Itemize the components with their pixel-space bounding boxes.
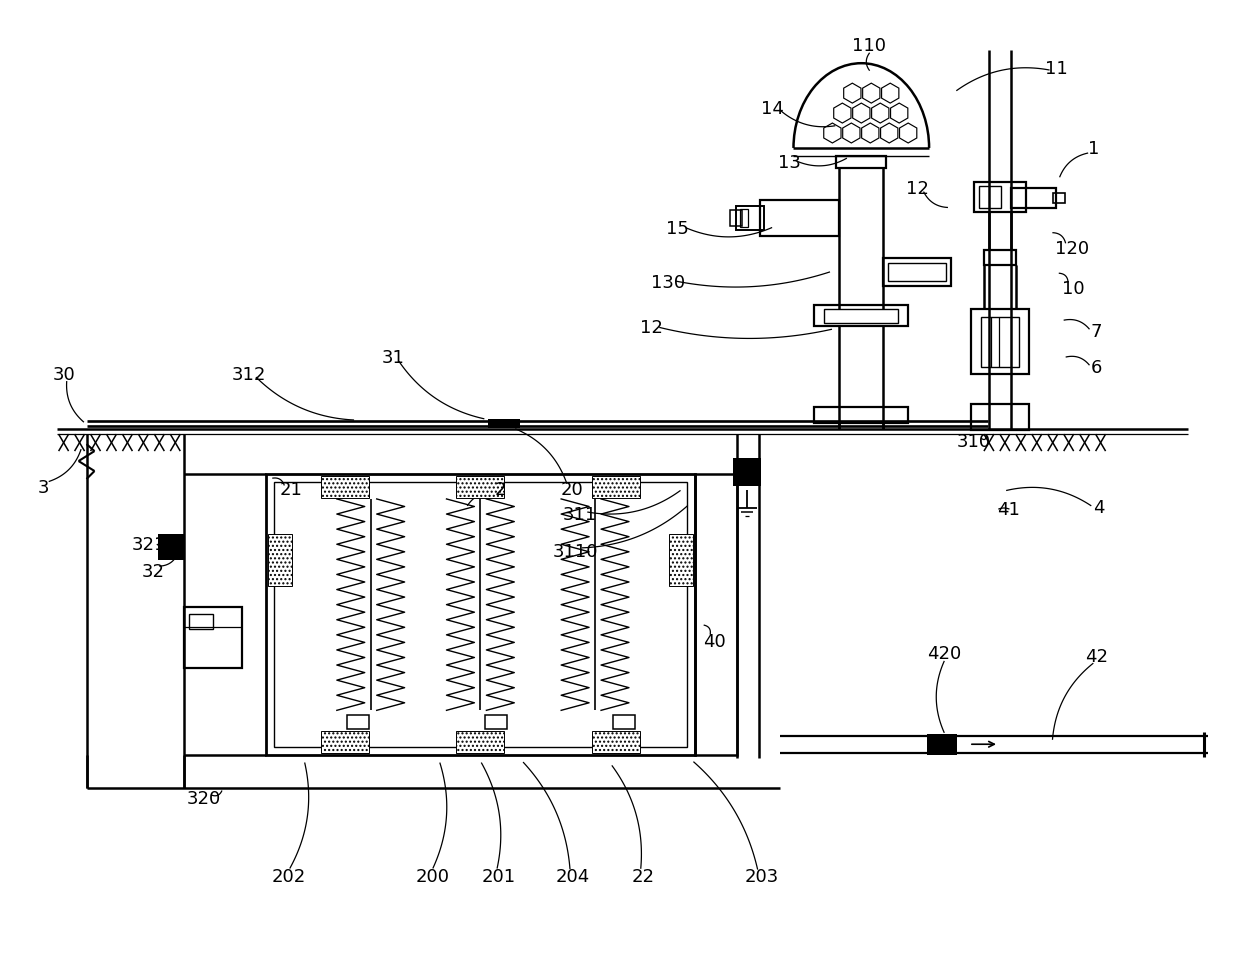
Text: 30: 30	[52, 366, 74, 383]
Text: 15: 15	[666, 219, 689, 237]
Bar	[928, 734, 957, 755]
Text: 14: 14	[761, 100, 784, 118]
Bar	[836, 157, 887, 169]
Bar	[456, 477, 505, 499]
Bar	[733, 458, 760, 486]
Text: 41: 41	[997, 501, 1021, 518]
Bar	[190, 614, 213, 628]
Text: 200: 200	[415, 867, 450, 885]
Bar	[267, 475, 694, 755]
Bar	[760, 201, 839, 236]
Text: 4: 4	[1092, 499, 1105, 516]
Text: 32: 32	[141, 562, 165, 580]
Bar	[668, 534, 693, 586]
Bar	[888, 263, 946, 282]
Text: 311: 311	[563, 505, 598, 524]
Bar	[739, 209, 748, 228]
Bar	[274, 482, 687, 748]
Text: 310: 310	[957, 432, 991, 451]
Bar	[729, 210, 742, 227]
Text: 12: 12	[905, 180, 929, 198]
Text: 320: 320	[187, 789, 221, 807]
Text: 12: 12	[641, 319, 663, 337]
Text: 202: 202	[272, 867, 306, 885]
Text: 13: 13	[777, 154, 801, 172]
Bar	[825, 310, 898, 324]
Text: 3: 3	[38, 479, 50, 497]
Bar	[985, 251, 1016, 265]
Bar	[971, 405, 1029, 431]
Text: 204: 204	[556, 867, 590, 885]
Bar	[815, 407, 908, 424]
Bar	[591, 731, 640, 753]
Text: 312: 312	[232, 366, 267, 383]
Bar	[694, 475, 737, 755]
Text: 7: 7	[1091, 323, 1102, 341]
Bar	[735, 207, 764, 231]
Text: 31: 31	[381, 349, 404, 367]
Text: 203: 203	[744, 867, 779, 885]
Text: 420: 420	[928, 645, 961, 663]
Bar	[489, 420, 521, 429]
Text: 11: 11	[1045, 61, 1068, 78]
Bar	[591, 477, 640, 499]
Text: 110: 110	[852, 37, 887, 55]
Text: 42: 42	[1085, 648, 1109, 666]
Bar	[1053, 193, 1065, 204]
Text: 321: 321	[133, 535, 166, 554]
Bar	[981, 318, 1019, 368]
Text: 20: 20	[560, 480, 584, 499]
Bar	[485, 716, 507, 729]
Bar	[883, 259, 951, 286]
Bar	[1011, 188, 1055, 209]
Bar	[978, 186, 1001, 209]
Bar	[159, 534, 185, 560]
Text: 6: 6	[1091, 359, 1102, 377]
Bar	[321, 731, 368, 753]
Bar	[815, 306, 908, 327]
Bar	[973, 183, 1025, 212]
Text: 40: 40	[703, 632, 727, 650]
Bar	[347, 716, 368, 729]
Bar	[613, 716, 635, 729]
Bar	[456, 731, 505, 753]
Bar	[321, 477, 368, 499]
Bar	[971, 310, 1029, 375]
Text: 120: 120	[1055, 239, 1089, 258]
Text: 21: 21	[279, 480, 303, 499]
Bar	[185, 607, 242, 669]
Text: 2: 2	[495, 480, 506, 499]
Text: 1: 1	[1087, 139, 1100, 158]
Text: 3110: 3110	[552, 542, 598, 560]
Text: 201: 201	[481, 867, 516, 885]
Bar	[268, 534, 291, 586]
Text: 130: 130	[651, 273, 684, 291]
Text: 10: 10	[1063, 280, 1085, 297]
Text: 22: 22	[631, 867, 655, 885]
